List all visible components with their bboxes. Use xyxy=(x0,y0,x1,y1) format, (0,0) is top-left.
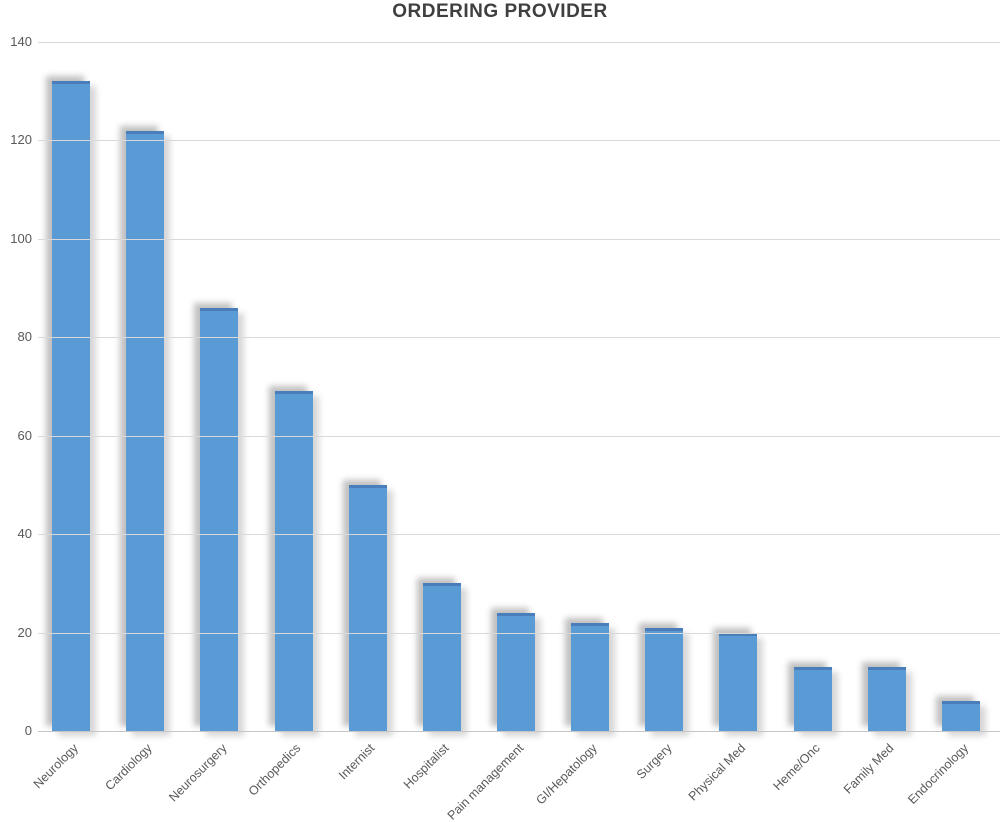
bar-slot: Internist xyxy=(331,42,405,782)
y-axis-tick-label: 80 xyxy=(17,329,32,344)
bar xyxy=(348,485,387,731)
bar-slot: Cardiology xyxy=(103,42,182,793)
y-axis-tick-label: 0 xyxy=(24,723,32,738)
bar xyxy=(793,667,832,731)
x-axis-category-label-text: Orthopedics xyxy=(245,741,304,799)
y-axis-tick-label: 40 xyxy=(17,526,32,541)
bar xyxy=(126,131,165,731)
gridline xyxy=(38,533,1000,535)
bar-slot: Orthopedics xyxy=(246,42,330,799)
bar-slot: Neurosurgery xyxy=(166,42,256,804)
x-axis-category-label-text: Endocrinology xyxy=(904,741,971,807)
bar-slot: Pain management xyxy=(444,42,553,822)
x-axis-category-label-text: Internist xyxy=(336,741,378,783)
bar xyxy=(274,391,313,731)
bar xyxy=(941,701,980,731)
y-axis-tick-label: 140 xyxy=(10,34,32,49)
x-axis-category-label-text: Neurosurgery xyxy=(165,741,230,805)
x-axis-category-label-text: Family Med xyxy=(841,741,897,797)
gridline xyxy=(38,435,1000,437)
bar-slot: Physical Med xyxy=(686,42,775,803)
bars-row: Neurology Cardiology Neurosurgery Orthopedi… xyxy=(31,42,998,822)
x-axis-category-label-text: Neurology xyxy=(30,741,81,792)
x-axis-category-label-text: Heme/Onc xyxy=(770,741,823,794)
bar xyxy=(867,667,906,731)
x-axis-category-label-text: Cardiology xyxy=(102,741,156,794)
x-axis-category-label-text: GI/Hepatology xyxy=(533,741,601,808)
bar-slot: Family Med xyxy=(841,42,924,797)
bar xyxy=(200,308,239,731)
bar-slot: GI/Hepatology xyxy=(534,42,627,807)
plot-area: Neurology Cardiology Neurosurgery Orthopedi… xyxy=(0,34,1000,822)
gridline xyxy=(38,238,1000,240)
bar xyxy=(719,633,758,731)
gridline xyxy=(38,336,1000,338)
x-axis-category-label-text: Surgery xyxy=(633,741,675,782)
chart-title: ORDERING PROVIDER xyxy=(392,1,608,22)
bar xyxy=(497,613,536,731)
y-axis-tick-label: 100 xyxy=(10,231,32,246)
bar xyxy=(571,623,610,731)
gridline xyxy=(38,41,1000,43)
bar-slot: Hospitalist xyxy=(401,42,479,792)
bar xyxy=(645,628,684,731)
y-axis-tick-label: 20 xyxy=(17,625,32,640)
gridline xyxy=(38,139,1000,141)
bar xyxy=(422,583,461,731)
gridline xyxy=(38,632,1000,634)
x-axis-category-label-text: Pain management xyxy=(444,741,526,822)
x-axis-line xyxy=(38,730,1000,732)
bar-slot: Endocrinology xyxy=(905,42,998,807)
bar xyxy=(52,81,91,731)
bar-slot: Heme/Onc xyxy=(770,42,850,793)
x-axis-category-label-text: Hospitalist xyxy=(401,741,452,792)
y-axis-tick-label: 120 xyxy=(10,132,32,147)
bar-slot: Surgery xyxy=(627,42,701,782)
x-axis-category-label-text: Physical Med xyxy=(685,741,749,804)
bar-slot: Neurology xyxy=(31,42,108,791)
y-axis-tick-label: 60 xyxy=(17,428,32,443)
